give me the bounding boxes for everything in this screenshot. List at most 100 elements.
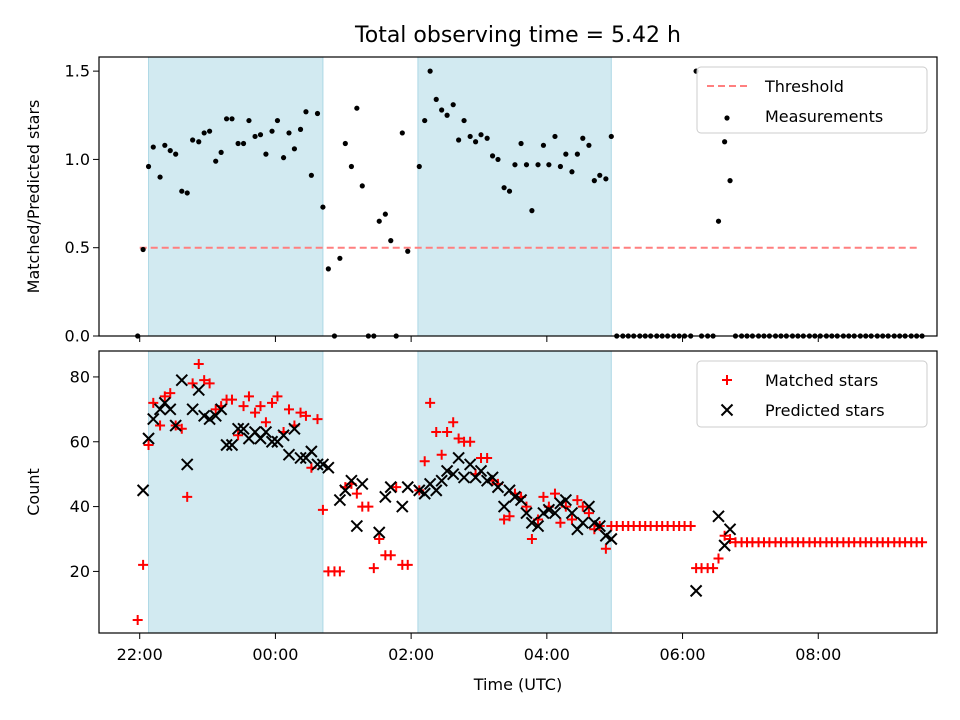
measurement-point	[433, 96, 439, 102]
predicted-star-point	[288, 422, 301, 436]
predicted-star-point	[225, 438, 239, 452]
measurement-point	[291, 146, 298, 152]
measurement-point	[591, 178, 597, 184]
predicted-star-point	[440, 464, 454, 478]
matched-star-point	[526, 534, 537, 544]
matched-star-point	[193, 358, 204, 369]
predicted-star-point	[192, 383, 205, 397]
measurement-point	[207, 128, 213, 134]
matched-star-point	[600, 543, 611, 554]
legend-matched-swatch	[722, 375, 732, 385]
matched-star-point	[577, 501, 588, 512]
measurement-point	[495, 156, 501, 163]
matched-star-point	[155, 420, 166, 431]
legend-measurement-swatch	[724, 115, 730, 121]
measurement-point	[213, 158, 219, 164]
predicted-star-point	[136, 484, 150, 497]
predicted-star-point	[333, 493, 347, 507]
measurement-point	[235, 140, 241, 147]
measurement-point	[722, 139, 728, 145]
measurement-point	[467, 133, 473, 140]
predicted-star-point	[345, 474, 358, 487]
measurement-point	[303, 109, 309, 115]
legend: Threshold Measurements	[696, 66, 928, 134]
predicted-star-point	[723, 523, 737, 536]
measurement-point	[196, 139, 202, 145]
matched-star-point	[243, 391, 254, 402]
predicted-star-point	[542, 503, 556, 517]
matched-star-point	[233, 430, 244, 441]
measurement-point	[535, 162, 541, 168]
legend-predicted-swatch	[720, 403, 734, 417]
predicted-star-point	[164, 403, 177, 416]
matched-star-point	[267, 397, 278, 408]
measurement-point	[263, 151, 269, 157]
predicted-star-point	[435, 474, 448, 487]
matched-star-point	[255, 401, 266, 412]
measurement-point	[715, 218, 722, 224]
matched-star-point	[182, 491, 193, 502]
predicted-star-point	[147, 412, 160, 426]
x-axis-label: Time (UTC)	[473, 675, 562, 694]
observing-interval-shade	[417, 56, 612, 337]
x-tick-label: 00:00	[252, 645, 298, 664]
measurement-point	[320, 204, 326, 210]
matched-star-point	[210, 404, 221, 415]
predicted-star-point	[418, 487, 431, 500]
matched-star-point	[436, 449, 447, 460]
matched-star-point	[159, 391, 170, 402]
measurement-point	[252, 133, 258, 140]
measurement-point	[162, 142, 168, 148]
predicted-star-point	[548, 506, 562, 520]
measurement-point	[157, 174, 163, 180]
matched-star-point	[226, 394, 237, 405]
matched-star-point	[312, 414, 323, 425]
observing-interval-shade	[148, 56, 324, 337]
measurement-point	[399, 130, 405, 136]
predicted-star-point	[282, 448, 296, 461]
measurement-point	[405, 248, 411, 254]
predicted-star-point	[525, 516, 539, 530]
matched-star-point	[317, 504, 328, 515]
matched-star-point	[165, 388, 176, 399]
measurement-point	[574, 151, 580, 157]
measurement-point	[427, 68, 433, 74]
measurement-point	[444, 112, 450, 118]
y-tick-label: 0.0	[65, 327, 90, 346]
measurement-point	[388, 238, 394, 244]
measurement-point	[257, 132, 264, 138]
matched-star-point	[566, 514, 577, 525]
predicted-star-point	[531, 519, 545, 533]
axes-frame	[98, 56, 938, 337]
measurement-point	[280, 155, 287, 161]
matched-star-point	[448, 417, 459, 428]
predicted-star-point	[593, 519, 606, 533]
predicted-star-point	[457, 471, 471, 484]
measurement-point	[173, 151, 179, 157]
measurement-point	[274, 117, 281, 124]
measurement-point	[563, 151, 569, 157]
predicted-star-point	[311, 458, 324, 471]
predicted-star-point	[214, 403, 228, 416]
predicted-star-point	[582, 500, 596, 513]
y-tick-label: 20	[70, 562, 90, 581]
axes-frame	[98, 350, 938, 634]
legend-label: Threshold	[764, 77, 844, 96]
matched-star-point	[583, 508, 594, 519]
matched-star-point	[538, 491, 549, 502]
measurement-point	[416, 163, 422, 170]
matched-star-point	[334, 566, 345, 577]
predicted-star-point	[175, 373, 188, 387]
matched-star-point	[725, 534, 736, 544]
measurement-point	[246, 117, 252, 124]
measurement-point	[354, 105, 360, 111]
matched-star-point	[402, 559, 413, 570]
matched-star-point	[425, 397, 436, 408]
measurement-point	[557, 163, 564, 170]
predicted-star-point	[396, 500, 409, 513]
measurement-point	[376, 218, 382, 224]
matched-star-point	[504, 511, 515, 522]
matched-star-point	[442, 427, 453, 438]
measurement-point	[314, 110, 321, 117]
measurement-point	[218, 149, 224, 155]
